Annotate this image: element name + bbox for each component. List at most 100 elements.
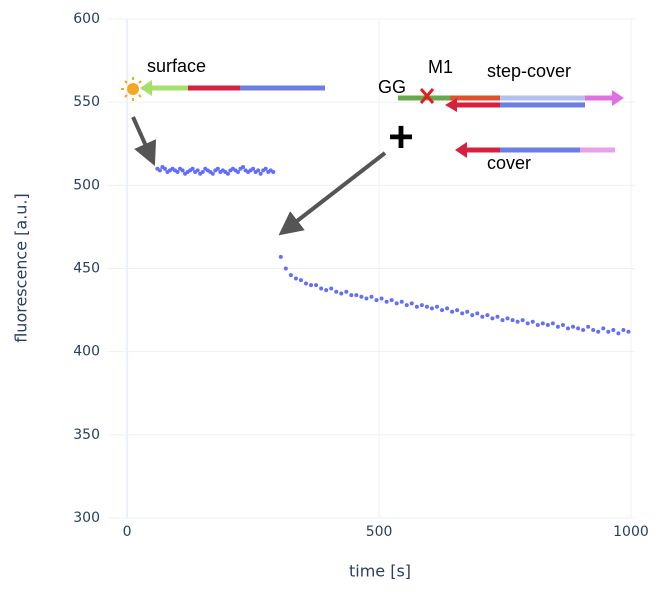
point (278, 254, 283, 259)
point (485, 313, 490, 318)
y-axis-label: fluorescence [a.u.] (12, 193, 31, 343)
points (155, 165, 631, 336)
point (601, 326, 606, 331)
grid: 300 350 400 450 500 550 600 0 500 1000 (73, 11, 649, 540)
annotation: GG (378, 77, 406, 97)
point (349, 293, 354, 298)
point (162, 166, 167, 171)
annotation: surface (147, 56, 206, 76)
point (445, 306, 450, 311)
x-tick-label: 500 (366, 524, 393, 540)
point (591, 328, 596, 333)
point (369, 294, 374, 299)
point (175, 170, 180, 175)
annotation: M1 (428, 57, 453, 77)
point (465, 309, 470, 314)
annotation: + (388, 113, 414, 162)
point (621, 328, 626, 333)
point (510, 318, 515, 323)
y-tick-label: 450 (73, 261, 100, 277)
point (540, 321, 545, 326)
arrow (278, 151, 387, 236)
mutation-cross (419, 88, 435, 104)
point (304, 281, 309, 286)
point (616, 331, 621, 336)
point (399, 299, 404, 304)
point (520, 318, 525, 323)
point (379, 296, 384, 301)
point (470, 313, 475, 318)
point (586, 324, 591, 329)
point (576, 326, 581, 331)
strands (140, 80, 624, 158)
point (429, 306, 434, 311)
point (409, 301, 414, 306)
point (251, 166, 256, 171)
arrow (131, 116, 157, 166)
point (626, 329, 631, 334)
point (334, 289, 339, 294)
point (434, 304, 439, 309)
y-tick-label: 350 (73, 427, 100, 443)
point (293, 276, 298, 281)
point (329, 286, 334, 291)
point (389, 298, 394, 303)
point (414, 304, 419, 309)
point (258, 171, 263, 176)
annotation: cover (487, 153, 531, 173)
point (354, 293, 359, 298)
point (440, 308, 445, 313)
point (256, 168, 261, 173)
point (225, 171, 230, 176)
point (475, 311, 480, 316)
point (298, 278, 303, 283)
point (460, 311, 465, 316)
point (606, 329, 611, 334)
x-axis-label: time [s] (349, 562, 411, 581)
point (555, 324, 560, 329)
point (384, 299, 389, 304)
point (195, 168, 200, 173)
y-tick-label: 500 (73, 177, 100, 193)
point (190, 166, 195, 171)
point (210, 171, 215, 176)
point (581, 328, 586, 333)
point (571, 324, 576, 329)
annotations: surface GG M1 step-cover cover + (121, 56, 624, 236)
point (344, 289, 349, 294)
point (263, 166, 268, 171)
y-tick-label: 400 (73, 344, 100, 360)
annotation: step-cover (487, 61, 571, 81)
point (283, 266, 288, 271)
point (404, 303, 409, 308)
y-tick-label: 600 (73, 11, 100, 27)
point (535, 323, 540, 328)
point (495, 314, 500, 319)
point (200, 170, 205, 175)
point (515, 319, 520, 324)
point (500, 318, 505, 323)
y-tick-label: 550 (73, 94, 100, 110)
point (374, 298, 379, 303)
point (314, 283, 319, 288)
point (565, 326, 570, 331)
point (271, 170, 276, 175)
point (215, 166, 220, 171)
point (339, 291, 344, 296)
x-tick-label: 0 (123, 524, 132, 540)
point (288, 273, 293, 278)
point (545, 323, 550, 328)
point (490, 316, 495, 321)
point (530, 319, 535, 324)
point (480, 314, 485, 319)
point (419, 303, 424, 308)
point (359, 294, 364, 299)
point (324, 288, 329, 293)
point (525, 321, 530, 326)
point (319, 286, 324, 291)
point (235, 170, 240, 175)
point (180, 168, 185, 173)
point (505, 316, 510, 321)
point (424, 304, 429, 309)
